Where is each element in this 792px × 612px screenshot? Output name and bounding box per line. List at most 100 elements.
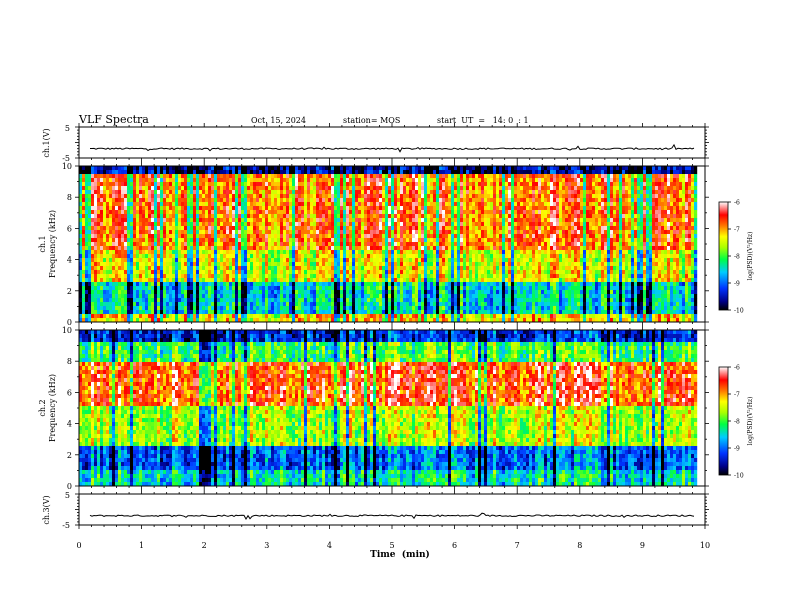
spectrogram-cell: [271, 210, 275, 215]
spectrogram-cell: [286, 178, 290, 183]
spectrogram-cell: [235, 166, 239, 171]
spectrogram-cell: [346, 242, 350, 247]
spectrogram-cell: [400, 278, 404, 283]
spectrogram-cell: [400, 222, 404, 227]
spectrogram-cell: [148, 246, 152, 251]
spectrogram-cell: [250, 218, 254, 223]
spectrogram-cell: [190, 310, 194, 315]
spectrogram-cell: [409, 230, 413, 235]
spectrogram-cell: [142, 218, 146, 223]
spectrogram-cell: [424, 170, 428, 175]
spectrogram-cell: [238, 290, 242, 295]
spectrogram-cell: [145, 242, 149, 247]
spectrogram-cell: [298, 306, 302, 311]
spectrogram-cell: [304, 186, 308, 191]
spectrogram-cell: [211, 266, 215, 271]
spectrogram-cell: [343, 258, 347, 263]
spectrogram-cell: [253, 222, 257, 227]
spectrogram-cell: [226, 174, 230, 179]
spectrogram-cell: [268, 278, 272, 283]
spectrogram-cell: [166, 270, 170, 275]
spectrogram-cell: [160, 266, 164, 271]
spectrogram-cell: [403, 202, 407, 207]
spectrogram-cell: [124, 286, 128, 291]
spectrogram-cell: [277, 202, 281, 207]
spectrogram-cell: [232, 206, 236, 211]
spectrogram-cell: [223, 182, 227, 187]
spectrogram-cell: [421, 186, 425, 191]
spectrogram-cell: [322, 210, 326, 215]
spectrogram-cell: [361, 250, 365, 255]
spectrogram-cell: [298, 254, 302, 259]
spectrogram-cell: [100, 198, 104, 203]
spectrogram-cell: [373, 306, 377, 311]
spectrogram-cell: [121, 234, 125, 239]
ch1-waveform-frame: [78, 126, 706, 159]
spectrogram-cell: [184, 278, 188, 283]
spectrogram-cell: [433, 214, 437, 219]
spectrogram-cell: [367, 174, 371, 179]
spectrogram-cell: [388, 214, 392, 219]
spectrogram-cell: [427, 222, 431, 227]
spectrogram-cell: [106, 290, 110, 295]
spectrogram-cell: [127, 222, 131, 227]
spectrogram-cell: [412, 190, 416, 195]
spectrogram-cell: [430, 238, 434, 243]
spectrogram-cell: [304, 278, 308, 283]
spectrogram-cell: [208, 262, 212, 267]
spectrogram-cell: [340, 182, 344, 187]
spectrogram-cell: [91, 286, 95, 291]
spectrogram-cell: [274, 294, 278, 299]
spectrogram-cell: [277, 194, 281, 199]
spectrogram-cell: [193, 206, 197, 211]
spectrogram-cell: [145, 230, 149, 235]
spectrogram-cell: [439, 298, 443, 303]
spectrogram-cell: [106, 310, 110, 315]
spectrogram-cell: [85, 186, 89, 191]
spectrogram-cell: [289, 238, 293, 243]
spectrogram-cell: [196, 290, 200, 295]
spectrogram-cell: [124, 270, 128, 275]
spectrogram-cell: [373, 286, 377, 291]
spectrogram-cell: [274, 194, 278, 199]
spectrogram-cell: [178, 226, 182, 231]
spectrogram-cell: [142, 170, 146, 175]
spectrogram-cell: [91, 222, 95, 227]
spectrogram-cell: [358, 246, 362, 251]
spectrogram-cell: [181, 194, 185, 199]
spectrogram-cell: [379, 182, 383, 187]
spectrogram-cell: [166, 266, 170, 271]
spectrogram-cell: [241, 202, 245, 207]
spectrogram-cell: [88, 194, 92, 199]
spectrogram-cell: [343, 238, 347, 243]
spectrogram-cell: [436, 206, 440, 211]
spectrogram-cell: [406, 306, 410, 311]
spectrogram-cell: [166, 242, 170, 247]
spectrogram-cell: [328, 190, 332, 195]
spectrogram-cell: [199, 170, 203, 175]
spectrogram-cell: [133, 174, 137, 179]
spectrogram-cell: [406, 166, 410, 171]
spectrogram-cell: [253, 174, 257, 179]
spectrogram-cell: [106, 302, 110, 307]
spectrogram-cell: [322, 242, 326, 247]
spectrogram-cell: [259, 262, 263, 267]
spectrogram-cell: [163, 238, 167, 243]
spectrogram-cell: [301, 198, 305, 203]
spectrogram-cell: [289, 274, 293, 279]
spectrogram-cell: [241, 278, 245, 283]
spectrogram-cell: [241, 274, 245, 279]
spectrogram-cell: [160, 194, 164, 199]
spectrogram-cell: [334, 186, 338, 191]
spectrogram-cell: [391, 206, 395, 211]
spectrogram-cell: [292, 190, 296, 195]
spectrogram-cell: [439, 230, 443, 235]
spectrogram-cell: [388, 250, 392, 255]
spectrogram-cell: [310, 286, 314, 291]
spectrogram-cell: [115, 314, 119, 319]
spectrogram-cell: [235, 298, 239, 303]
spectrogram-cell: [286, 226, 290, 231]
spectrogram-cell: [214, 194, 218, 199]
spectrogram-cell: [160, 186, 164, 191]
spectrogram-cell: [181, 298, 185, 303]
